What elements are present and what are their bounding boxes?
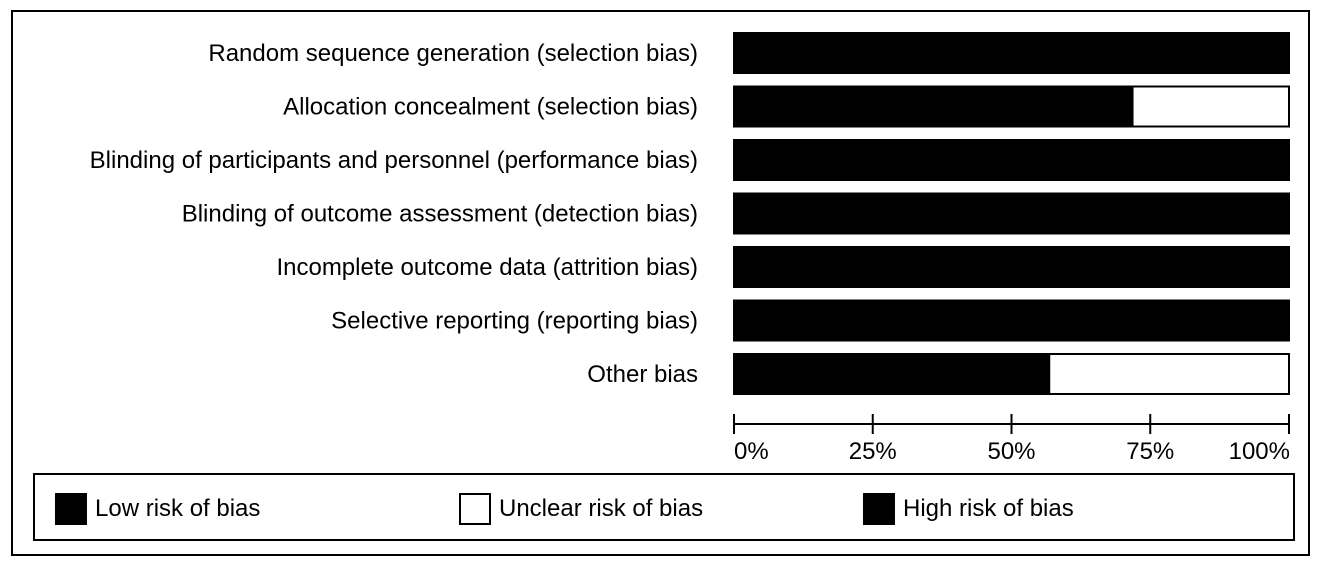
x-tick-label-4: 100% [1229,438,1290,465]
legend-item-high-risk: High risk of bias [863,492,1074,526]
chart-frame [11,10,1310,556]
category-label-incomplete-outcome-data-attrition-bias: Incomplete outcome data (attrition bias) [276,254,698,281]
bar-outline-7 [733,353,1290,395]
legend-label-high-risk: High risk of bias [903,495,1074,522]
legend-item-unclear-risk: Unclear risk of bias [459,492,703,526]
x-tick-label-1: 25% [849,438,897,465]
bar-segment-unclear-risk-of-bias-2 [1133,86,1289,127]
legend: Low risk of bias Unclear risk of bias Hi… [33,473,1295,541]
legend-swatch-high-risk [863,493,895,525]
category-label-random-sequence-generation-selection-bias: Random sequence generation (selection bi… [208,40,698,67]
x-tick-label-2: 50% [987,438,1035,465]
category-label-blinding-of-outcome-assessment-detection-bias: Blinding of outcome assessment (detectio… [182,201,698,228]
legend-label-unclear-risk: Unclear risk of bias [499,495,704,522]
bar-outline-4 [733,192,1290,235]
legend-swatch-unclear-risk [459,493,491,525]
bar-outline-2 [733,85,1290,128]
bar-segment-low-risk-of-bias-1 [734,33,1289,73]
bar-segment-low-risk-of-bias-7 [734,354,1051,394]
legend-swatch-low-risk [55,493,87,525]
bar-segment-high-risk-of-bias-4 [734,193,1289,234]
bar-outline-1 [733,32,1290,74]
bar-segment-high-risk-of-bias-3 [734,140,1289,180]
bar-segment-high-risk-of-bias-6 [734,300,1289,341]
bar-segment-high-risk-of-bias-5 [734,247,1289,287]
x-tick-label-3: 75% [1126,438,1174,465]
category-label-selective-reporting-reporting-bias: Selective reporting (reporting bias) [331,308,698,335]
category-label-other-bias: Other bias [587,361,698,388]
bar-outline-6 [733,299,1290,342]
bar-segment-unclear-risk-of-bias-7 [1050,354,1289,394]
x-tick-label-0: 0% [734,438,769,465]
bar-segment-low-risk-of-bias-2 [734,86,1134,127]
bar-outline-3 [733,139,1290,181]
category-label-allocation-concealment-selection-bias: Allocation concealment (selection bias) [283,94,698,121]
legend-label-low-risk: Low risk of bias [95,495,261,522]
bar-outline-5 [733,246,1290,288]
category-label-blinding-of-participants-and-personnel-performance-bias: Blinding of participants and personnel (… [90,147,698,174]
legend-item-low-risk: Low risk of bias [55,492,260,526]
